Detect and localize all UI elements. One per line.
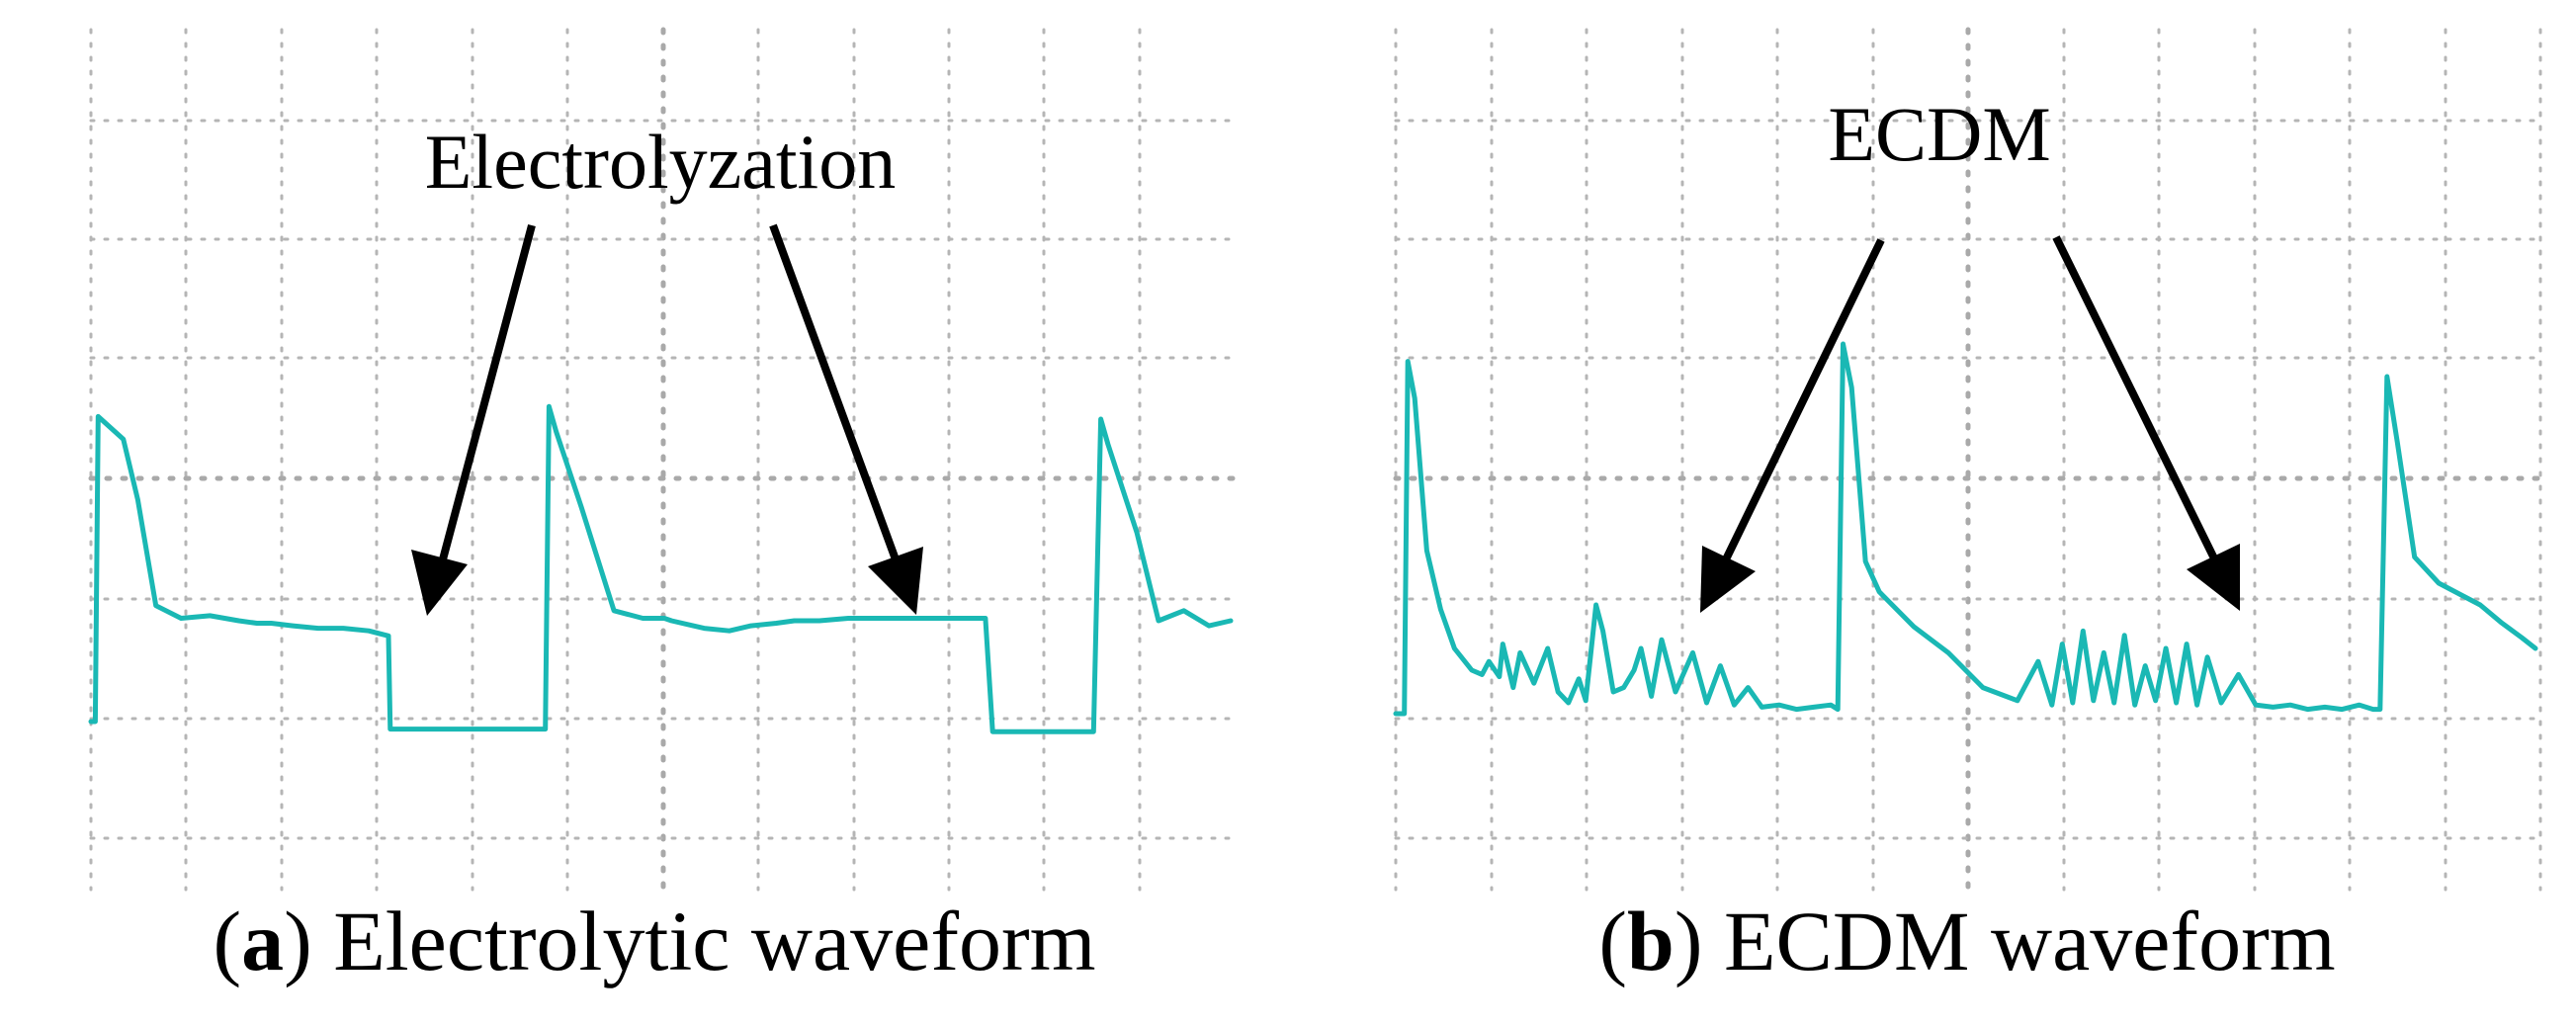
panel-a-caption-text: Electrolytic waveform [333,894,1095,988]
panel-b-arrows [1700,235,2240,613]
panel-b-arrow-right [2052,235,2218,560]
panel-a-annotation: Electrolyzation [425,119,896,205]
panel-b-arrow-left [1722,238,1885,561]
panel-b-arrowhead-right [2187,544,2240,611]
panel-a-chart: Electrolyzation (a) Electrolytic wavefor… [88,27,1237,988]
panel-a-arrowhead-left [411,550,468,616]
panel-b-annotation: ECDM [1828,91,2050,177]
panel-b-arrowhead-left [1700,546,1756,613]
panel-a-arrows [411,223,923,616]
panel-a-arrow-right [769,223,900,561]
panel-a-caption-letter: a [241,894,284,988]
panel-b-caption-letter: b [1627,894,1674,988]
panel-a-arrowhead-right [868,547,923,615]
panel-b-waveform [1393,341,2538,717]
panel-b-chart: ECDM (b) ECDM waveform [1393,27,2543,988]
panel-b-caption-text: ECDM waveform [1724,894,2336,988]
panel-a-grid [88,27,1237,893]
panel-b-caption: (b) ECDM waveform [1598,894,2335,988]
panel-a-caption: (a) Electrolytic waveform [213,894,1095,988]
panel-a-arrow-left [439,223,536,561]
panel-a-waveform [88,403,1234,734]
